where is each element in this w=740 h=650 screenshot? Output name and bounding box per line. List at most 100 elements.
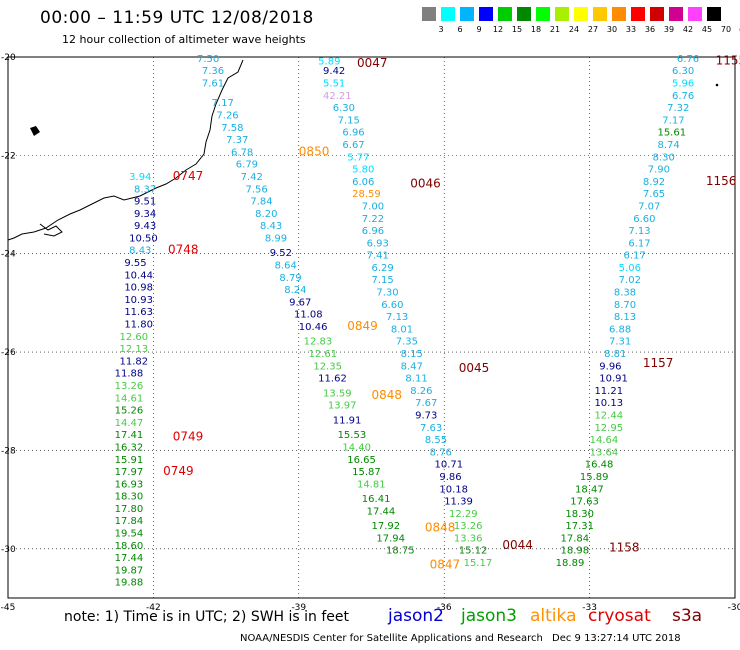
swh-value: 15.26 [115,406,144,417]
swh-value: 19.87 [115,565,144,576]
swh-value: 7.13 [628,226,650,237]
swh-value: 7.32 [667,103,689,114]
colorbar-label: 27 [587,25,599,34]
swh-value: 10.91 [599,374,628,385]
colorbar-swatch [441,7,455,21]
swh-value: 9.55 [124,258,146,269]
pass-time-label: 0749 [163,464,194,478]
swh-value: 6.96 [362,226,384,237]
swh-value: 6.17 [628,238,650,249]
colorbar-label: 42 [682,25,694,34]
swh-value: 6.88 [609,324,631,335]
swh-values: 7.507.367.617.177.267.587.376.786.797.42… [115,54,699,589]
swh-value: 17.94 [376,533,405,544]
swh-value: 8.43 [129,246,151,257]
swh-value: 10.50 [129,233,158,244]
swh-value: 8.81 [604,349,626,360]
swh-value: 13.26 [115,381,144,392]
swh-value: 9.51 [134,197,156,208]
colorbar-swatch [536,7,550,21]
swh-value: 14.64 [590,435,619,446]
colorbar-label: 33 [625,25,637,34]
colorbar-label: (ft) [736,25,740,34]
legend-jason2: jason2 [388,606,444,626]
colorbar-label: 70 [720,25,732,34]
swh-value: 9.42 [323,66,345,77]
colorbar-swatch [498,7,512,21]
pass-time-label: 0848 [425,521,456,535]
y-tick-label: -22 [1,151,16,161]
pass-time-label: 1157 [643,356,674,370]
swh-value: 13.59 [323,388,352,399]
swh-value: 7.65 [643,189,665,200]
coastline [7,59,244,241]
swh-value: 15.91 [115,455,144,466]
point-marker [715,83,719,87]
swh-value: 6.79 [236,160,258,171]
swh-value: 12.61 [308,349,337,360]
swh-value: 28.59 [352,189,381,200]
colorbar-label: 12 [492,25,504,34]
pass-time-label: 0748 [168,243,199,257]
swh-value: 6.76 [677,54,699,65]
swh-value: 9.96 [599,361,621,372]
colorbar-swatch [460,7,474,21]
island-shape [30,126,40,136]
swh-value: 13.97 [328,401,357,412]
swh-value: 8.70 [614,300,636,311]
swh-value: 6.06 [352,177,374,188]
swh-value: 8.37 [134,184,156,195]
swh-value: 6.93 [367,238,389,249]
swh-value: 9.43 [134,221,156,232]
legend-jason3: jason3 [461,606,517,626]
swh-value: 42.21 [323,91,352,102]
colorbar-swatch [574,7,588,21]
swh-value: 11.62 [318,374,347,385]
swh-value: 5.80 [352,165,374,176]
map-frame: -45 -42 -39 -36 -33 -30 -20 -22 -24 -26 -28 -30 [1,53,740,613]
swh-value: 10.71 [435,460,464,471]
swh-value: 13.64 [590,447,619,458]
swh-value: 8.76 [430,447,452,458]
swh-value: 10.46 [299,322,328,333]
pass-time-label: 0045 [459,361,490,375]
swh-value: 5.89 [318,56,340,67]
swh-value: 16.48 [585,460,614,471]
swh-value: 15.87 [352,467,381,478]
swh-value: 5.51 [323,79,345,90]
swh-value: 18.30 [565,509,594,520]
swh-value: 6.76 [672,91,694,102]
pass-time-label: 0849 [347,319,378,333]
swh-value: 18.98 [561,546,590,557]
swh-value: 7.15 [372,275,394,286]
swh-value: 7.42 [241,172,263,183]
swh-value: 19.88 [115,578,144,589]
pass-time-label: 0848 [372,388,403,402]
swh-value: 11.39 [444,497,473,508]
swh-value: 15.53 [338,430,367,441]
pass-times: 0047 0850 0046 0747 0748 0849 0045 0848 0749 0749… [163,53,740,571]
swh-value: 17.84 [561,533,590,544]
colorbar-label: 36 [644,25,656,34]
swh-value: 7.90 [648,165,670,176]
pass-time-label: 1155 [716,53,740,67]
swh-value: 6.60 [381,300,403,311]
swh-value: 15.17 [464,558,493,569]
map-border [7,56,736,599]
swh-value: 7.56 [245,184,267,195]
swh-value: 9.34 [134,209,156,220]
swh-value: 13.36 [454,533,483,544]
swh-value: 10.44 [124,270,153,281]
swh-value: 10.93 [124,295,153,306]
swh-value: 7.36 [202,66,224,77]
colorbar-label: 39 [663,25,675,34]
y-tick-label: -28 [1,446,16,456]
swh-value: 7.50 [197,54,219,65]
swh-value: 11.63 [124,307,153,318]
swh-value: 8.79 [279,273,301,284]
colorbar-label: 30 [606,25,618,34]
colorbar-swatch [707,7,721,21]
pass-time-label: 0046 [410,176,441,190]
swh-value: 7.22 [362,214,384,225]
swh-value: 12.60 [119,332,148,343]
